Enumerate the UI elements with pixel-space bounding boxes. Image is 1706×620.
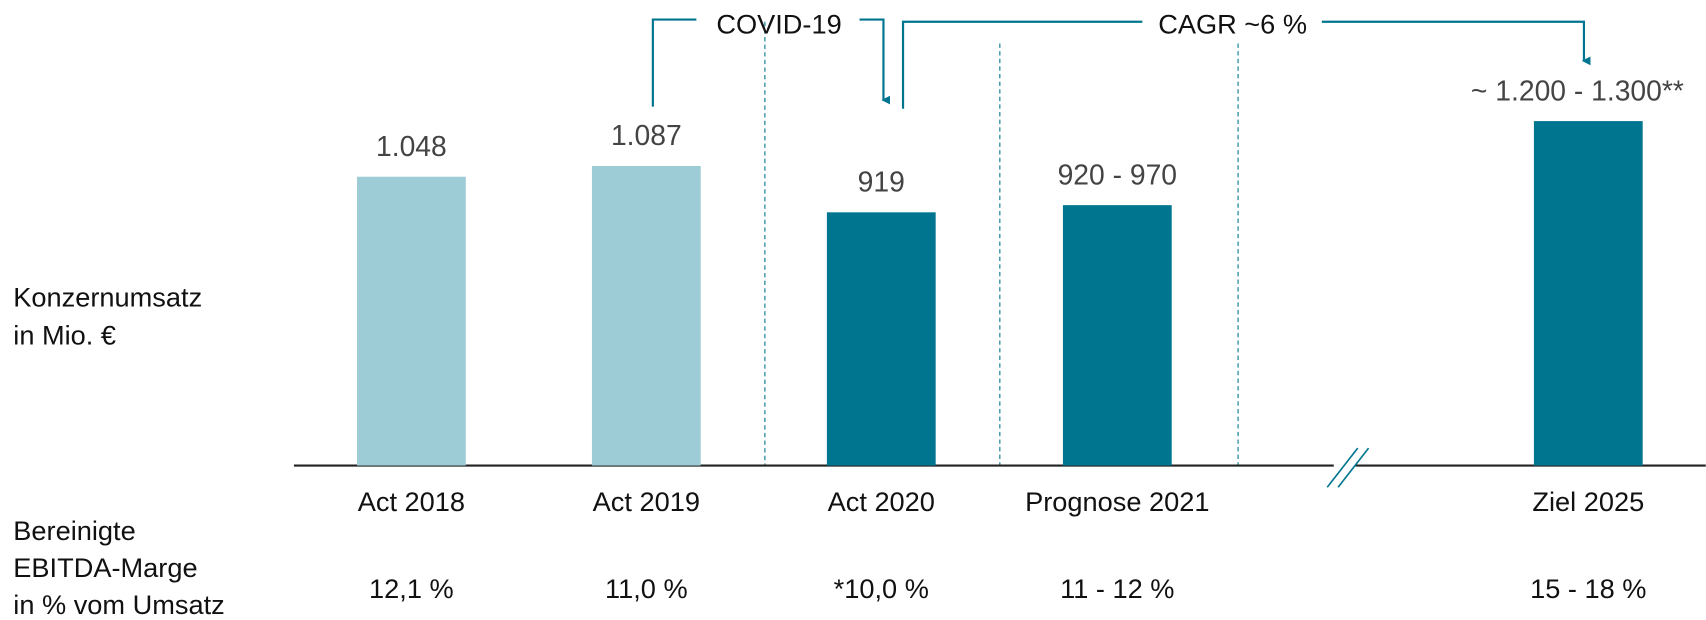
- annotation: COVID-19: [716, 8, 841, 39]
- x-tick-label: Act 2018: [358, 486, 465, 517]
- bar: [1533, 121, 1643, 466]
- value-label: 1.087: [611, 119, 682, 151]
- bar: [1062, 205, 1172, 466]
- value-label: 1.048: [376, 130, 447, 162]
- axis-break: [1337, 447, 1370, 488]
- x-tick-label: Act 2020: [828, 486, 935, 517]
- margin-value: 11,0 %: [605, 573, 688, 604]
- x-tick-label: Prognose 2021: [1025, 486, 1209, 517]
- x-tick-label: Act 2019: [593, 486, 700, 517]
- axis-break: [1326, 447, 1359, 488]
- cagr-arrow: [1321, 20, 1591, 66]
- cagr-bracket: [901, 20, 1143, 109]
- margin-value: 11 - 12 %: [1060, 573, 1174, 604]
- margin-label: Bereinigte: [13, 515, 135, 546]
- margin-value: 12,1 %: [369, 573, 454, 604]
- y-label: in Mio. €: [13, 319, 116, 350]
- bar: [357, 176, 466, 466]
- annotation: CAGR ~6 %: [1158, 8, 1307, 39]
- margin-value: 15 - 18 %: [1530, 573, 1646, 604]
- margin-label: EBITDA-Marge: [13, 552, 197, 583]
- value-label: ~ 1.200 - 1.300**: [1471, 74, 1684, 106]
- value-label: 919: [858, 165, 905, 197]
- margin-value: *10,0 %: [834, 573, 929, 604]
- x-tick-label: Ziel 2025: [1532, 486, 1644, 517]
- covid-bracket: [651, 18, 697, 107]
- bar: [591, 166, 701, 466]
- covid-arrow: [859, 18, 890, 105]
- y-label: Konzernumsatz: [13, 281, 202, 312]
- margin-label: in % vom Umsatz: [13, 589, 225, 620]
- bar: [826, 212, 936, 466]
- value-label: 920 - 970: [1058, 158, 1177, 190]
